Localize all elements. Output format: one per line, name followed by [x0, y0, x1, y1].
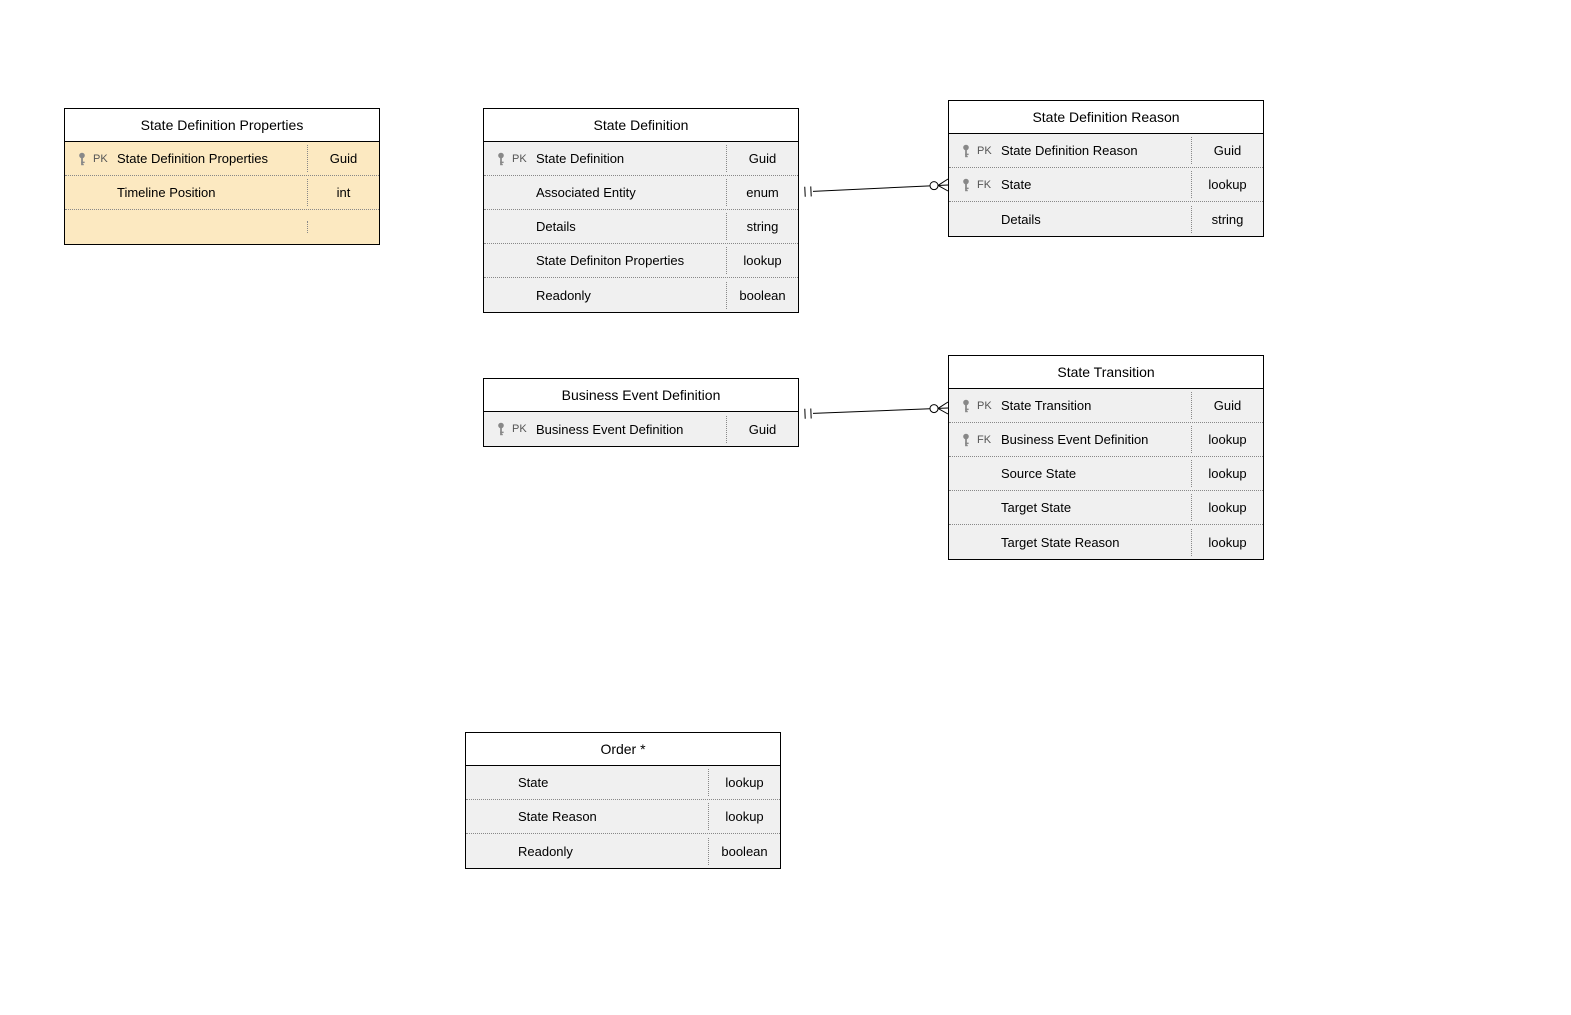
- row-field-name: State: [516, 769, 708, 796]
- key-icon: [949, 144, 977, 158]
- entity-body: StatelookupState ReasonlookupReadonlyboo…: [466, 766, 780, 868]
- row-field-type: lookup: [726, 247, 798, 274]
- row-key-label: PK: [977, 145, 999, 157]
- row-key-label: FK: [977, 434, 999, 446]
- key-icon: [484, 152, 512, 166]
- entity-title: State Definition: [484, 109, 798, 142]
- row-field-name: State: [999, 171, 1191, 198]
- row-key-label: PK: [512, 423, 534, 435]
- entity-row: PKState Definition ReasonGuid: [949, 134, 1263, 168]
- row-key-label: PK: [977, 400, 999, 412]
- row-field-type: Guid: [726, 416, 798, 443]
- entity-state-def: State DefinitionPKState DefinitionGuidAs…: [483, 108, 799, 313]
- entity-row: FKStatelookup: [949, 168, 1263, 202]
- entity-row: State Definiton Propertieslookup: [484, 244, 798, 278]
- row-field-type: int: [307, 179, 379, 206]
- row-field-name: Details: [999, 206, 1191, 233]
- row-field-name: State Definition Properties: [115, 145, 307, 172]
- row-field-name: Business Event Definition: [999, 426, 1191, 453]
- entity-row: Source Statelookup: [949, 457, 1263, 491]
- row-field-type: lookup: [1191, 171, 1263, 198]
- row-field-type: Guid: [726, 145, 798, 172]
- entity-body: PKState DefinitionGuidAssociated Entitye…: [484, 142, 798, 312]
- entity-row: PKState TransitionGuid: [949, 389, 1263, 423]
- row-field-type: lookup: [708, 769, 780, 796]
- entity-title: Business Event Definition: [484, 379, 798, 412]
- entity-title: State Definition Properties: [65, 109, 379, 142]
- entity-state-def-reason: State Definition ReasonPKState Definitio…: [948, 100, 1264, 237]
- entity-body: PKState TransitionGuidFKBusiness Event D…: [949, 389, 1263, 559]
- entity-row: Readonlyboolean: [466, 834, 780, 868]
- row-field-name: Target State Reason: [999, 529, 1191, 556]
- row-field-type: lookup: [708, 803, 780, 830]
- row-field-type: boolean: [726, 282, 798, 309]
- spacer-row: [65, 210, 379, 244]
- row-field-type: string: [1191, 206, 1263, 233]
- entity-row: Target State Reasonlookup: [949, 525, 1263, 559]
- row-field-type: string: [726, 213, 798, 240]
- entity-title: State Definition Reason: [949, 101, 1263, 134]
- entity-row: Target Statelookup: [949, 491, 1263, 525]
- entity-body: PKBusiness Event DefinitionGuid: [484, 412, 798, 446]
- row-field-name: State Reason: [516, 803, 708, 830]
- row-field-name: Readonly: [516, 838, 708, 865]
- entity-row: PKState DefinitionGuid: [484, 142, 798, 176]
- key-icon: [949, 433, 977, 447]
- row-key-label: PK: [93, 153, 115, 165]
- connector-conn-statedef-reason: [779, 165, 968, 212]
- entity-row: Detailsstring: [949, 202, 1263, 236]
- entity-state-transition: State TransitionPKState TransitionGuidFK…: [948, 355, 1264, 560]
- row-field-name: Source State: [999, 460, 1191, 487]
- row-field-name: Associated Entity: [534, 179, 726, 206]
- entity-row: Associated Entityenum: [484, 176, 798, 210]
- entity-row: State Reasonlookup: [466, 800, 780, 834]
- entity-row: PKState Definition PropertiesGuid: [65, 142, 379, 176]
- entity-biz-event-def: Business Event DefinitionPKBusiness Even…: [483, 378, 799, 447]
- entity-row: FKBusiness Event Definitionlookup: [949, 423, 1263, 457]
- row-field-type: enum: [726, 179, 798, 206]
- entity-order: Order *StatelookupState ReasonlookupRead…: [465, 732, 781, 869]
- row-field-name: Timeline Position: [115, 179, 307, 206]
- row-field-name: Business Event Definition: [534, 416, 726, 443]
- entity-body: PKState Definition ReasonGuidFKStatelook…: [949, 134, 1263, 236]
- row-key-label: PK: [512, 153, 534, 165]
- row-key-label: FK: [977, 179, 999, 191]
- row-field-name: State Definition Reason: [999, 137, 1191, 164]
- row-field-type: boolean: [708, 838, 780, 865]
- row-field-type: Guid: [307, 145, 379, 172]
- row-field-name: Details: [534, 213, 726, 240]
- row-field-type: lookup: [1191, 426, 1263, 453]
- row-field-type: Guid: [1191, 392, 1263, 419]
- key-icon: [65, 152, 93, 166]
- entity-row: PKBusiness Event DefinitionGuid: [484, 412, 798, 446]
- key-icon: [949, 399, 977, 413]
- row-field-name: State Definition: [534, 145, 726, 172]
- entity-row: Detailsstring: [484, 210, 798, 244]
- entity-body: PKState Definition PropertiesGuidTimelin…: [65, 142, 379, 244]
- key-icon: [484, 422, 512, 436]
- entity-row: Timeline Positionint: [65, 176, 379, 210]
- key-icon: [949, 178, 977, 192]
- connector-conn-bizevent-transition: [779, 388, 968, 434]
- row-field-type: Guid: [1191, 137, 1263, 164]
- row-field-name: Target State: [999, 494, 1191, 521]
- entity-state-def-props: State Definition PropertiesPKState Defin…: [64, 108, 380, 245]
- row-field-type: lookup: [1191, 529, 1263, 556]
- row-field-type: lookup: [1191, 460, 1263, 487]
- entity-title: State Transition: [949, 356, 1263, 389]
- row-field-type: lookup: [1191, 494, 1263, 521]
- row-field-name: State Transition: [999, 392, 1191, 419]
- row-field-name: State Definiton Properties: [534, 247, 726, 274]
- entity-row: Statelookup: [466, 766, 780, 800]
- entity-title: Order *: [466, 733, 780, 766]
- entity-row: Readonlyboolean: [484, 278, 798, 312]
- row-field-name: Readonly: [534, 282, 726, 309]
